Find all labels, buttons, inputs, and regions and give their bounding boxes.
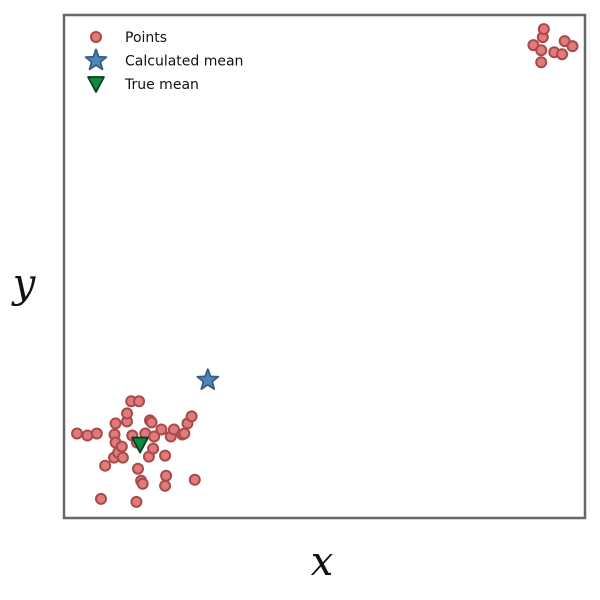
data-point	[147, 442, 160, 455]
data-point	[145, 416, 158, 429]
data-point	[167, 423, 180, 436]
data-point	[94, 492, 107, 505]
data-point	[71, 427, 84, 440]
data-point	[90, 427, 103, 440]
data-point	[155, 423, 168, 436]
legend-label: True mean	[124, 77, 199, 93]
data-point	[178, 427, 191, 440]
data-point	[159, 449, 172, 462]
data-point	[159, 479, 172, 492]
data-point	[133, 395, 146, 408]
legend-marker-star	[84, 48, 108, 71]
data-point	[556, 48, 569, 61]
data-point	[130, 495, 143, 508]
data-point	[81, 429, 94, 442]
data-point	[535, 56, 548, 69]
legend-marker-circle	[90, 31, 102, 43]
legend-label: Points	[125, 30, 167, 46]
data-point	[566, 40, 579, 53]
data-point	[121, 407, 134, 420]
data-point	[136, 477, 149, 490]
data-point	[188, 473, 201, 486]
data-point	[131, 462, 144, 475]
data-point	[116, 451, 129, 464]
series-points	[71, 23, 579, 508]
legend-marker-triangle-down	[87, 76, 105, 93]
data-point	[185, 410, 198, 423]
x-axis-label: x	[311, 539, 334, 585]
data-marks	[71, 23, 579, 508]
plot-area	[62, 13, 587, 520]
data-point	[115, 440, 128, 453]
series-calculated-mean	[196, 368, 220, 390]
data-point	[535, 44, 548, 57]
legend: Points Calculated mean True mean	[84, 30, 243, 93]
calculated-mean-marker	[196, 368, 220, 390]
data-point	[148, 430, 161, 443]
true-mean-marker	[131, 436, 149, 454]
series-true-mean	[131, 436, 149, 454]
data-point	[537, 23, 550, 36]
data-point	[160, 469, 173, 482]
data-point	[99, 459, 112, 472]
y-axis-label: y	[11, 261, 37, 307]
legend-label: Calculated mean	[125, 54, 243, 70]
data-point	[109, 417, 122, 430]
